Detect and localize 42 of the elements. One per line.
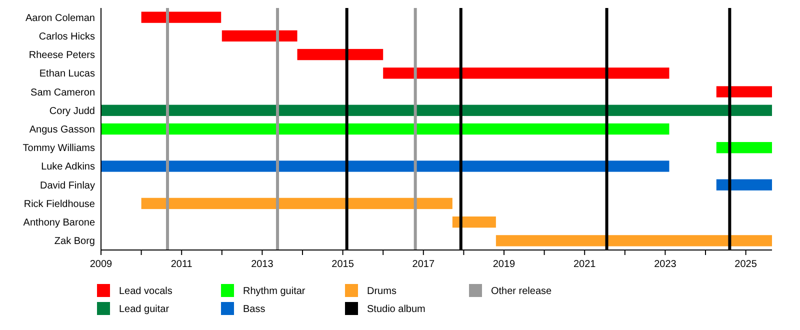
y-tick-label: Luke Adkins bbox=[41, 162, 95, 173]
x-tick-label: 2011 bbox=[170, 259, 193, 270]
x-tick-label: 2017 bbox=[412, 259, 435, 270]
x-tick-label: 2025 bbox=[734, 259, 758, 270]
y-tick-label: Anthony Barone bbox=[23, 218, 96, 229]
y-tick-label: Tommy Williams bbox=[22, 143, 95, 154]
y-tick-label: Zak Borg bbox=[54, 236, 95, 248]
x-tick-label: 2015 bbox=[332, 259, 354, 270]
y-tick-label: Rheese Peters bbox=[28, 50, 95, 62]
y-tick-label: David Finlay bbox=[40, 180, 95, 192]
legend-label: Drums bbox=[367, 286, 396, 297]
bar bbox=[716, 86, 772, 98]
y-tick-label: Cory Judd bbox=[49, 106, 95, 117]
legend-label: Rhythm guitar bbox=[243, 286, 306, 297]
bar bbox=[101, 123, 670, 135]
legend-label: Bass bbox=[243, 304, 266, 315]
y-tick-label: Aaron Coleman bbox=[26, 12, 95, 24]
y-tick-label: Ethan Lucas bbox=[39, 68, 95, 80]
legend-label: Lead guitar bbox=[119, 304, 170, 315]
x-tick-label: 2023 bbox=[654, 259, 677, 270]
bar bbox=[141, 12, 222, 23]
x-tick-label: 2013 bbox=[251, 259, 274, 270]
x-tick-label: 2009 bbox=[90, 259, 113, 270]
y-tick-label: Rick Fieldhouse bbox=[24, 198, 96, 210]
y-tick-label: Carlos Hicks bbox=[38, 31, 95, 42]
bar bbox=[716, 142, 772, 154]
bar bbox=[101, 104, 772, 116]
legend-label: Studio album bbox=[367, 304, 426, 315]
bar bbox=[101, 160, 670, 172]
x-tick-label: 2021 bbox=[573, 259, 596, 270]
legend-label: Lead vocals bbox=[119, 286, 172, 297]
bar bbox=[496, 235, 772, 246]
bar bbox=[141, 198, 452, 210]
bar bbox=[222, 30, 298, 42]
bar bbox=[452, 216, 496, 228]
y-tick-label: Sam Cameron bbox=[30, 87, 95, 98]
bar bbox=[383, 68, 670, 79]
y-tick-label: Angus Gasson bbox=[29, 124, 95, 136]
bar bbox=[716, 179, 772, 190]
bar bbox=[297, 48, 384, 60]
x-tick-label: 2019 bbox=[492, 259, 516, 270]
legend-label: Other release bbox=[491, 286, 552, 297]
